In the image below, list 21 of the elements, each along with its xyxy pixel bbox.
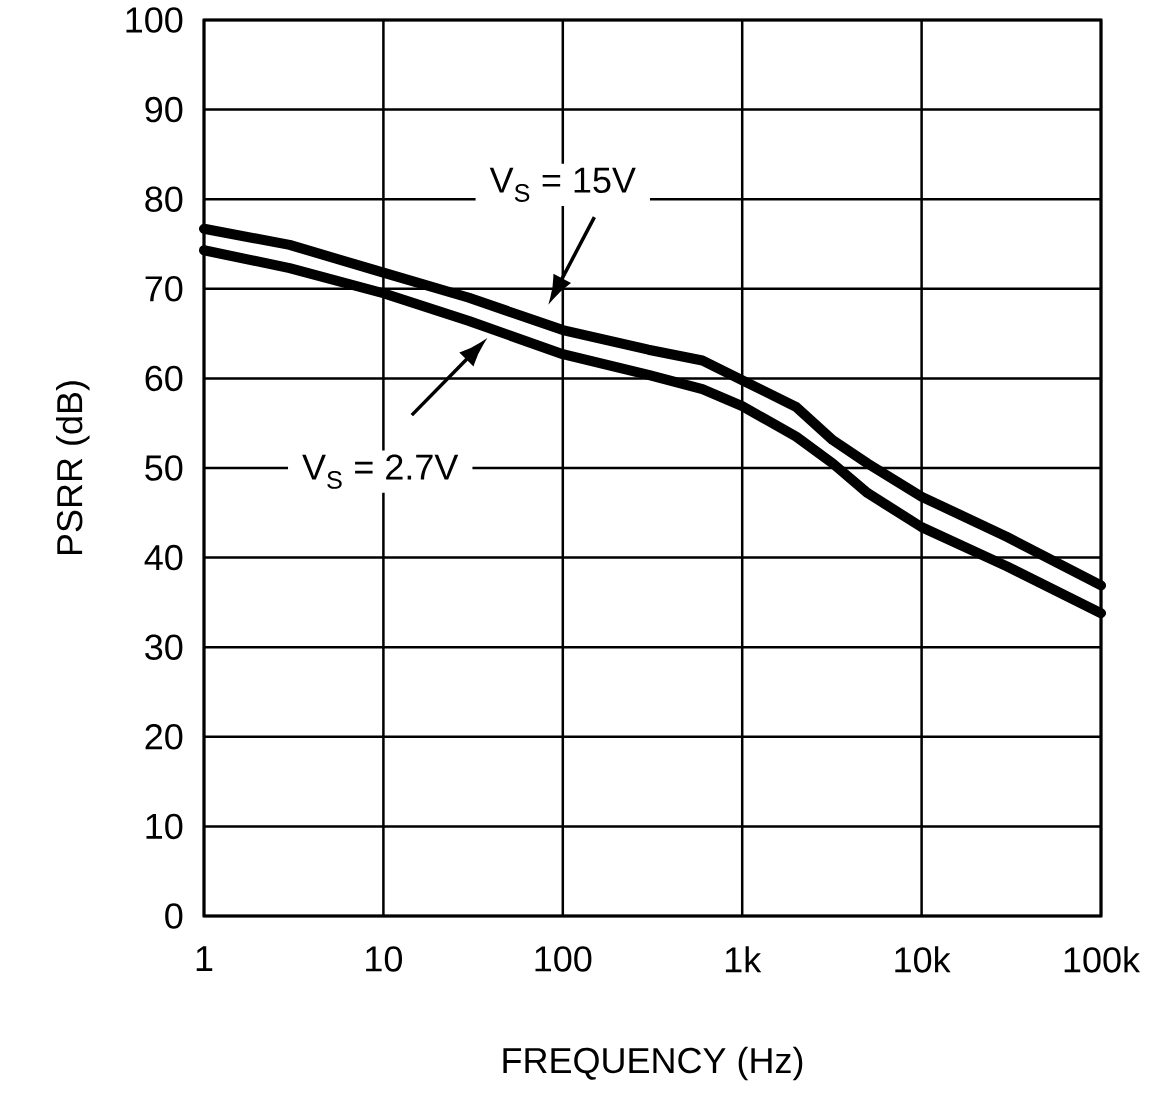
x-axis-title: FREQUENCY (Hz) [503,1046,803,1081]
x-tick-label: 10k [895,946,951,973]
y-tick-label: 40 [144,544,183,571]
x-tick-label: 1 [196,946,213,971]
legend-label: V$_{S}$ = 2.7V [302,454,459,489]
y-tick-label: 30 [145,634,183,660]
y-tick-label: 0 [165,903,183,929]
x-tick-label: 100 [535,946,592,972]
x-tick-label: 1k [725,946,762,973]
text: V$_{S}$ = 15V [489,167,636,202]
y-tick-label: 70 [145,276,183,302]
y-tick-label: 50 [145,455,183,481]
y-tick-label: 80 [145,186,183,212]
x-tick-label: 100k [1064,946,1141,973]
y-axis-title: PSRR (dB) [56,381,90,555]
y-tick-label: 10 [146,813,183,840]
x-tick-label: 10 [366,946,403,972]
y-tick-label: 90 [145,96,183,123]
y-tick-label: 60 [145,365,183,392]
y-tick-label: 20 [145,724,183,750]
y-tick-label: 100 [126,7,183,33]
